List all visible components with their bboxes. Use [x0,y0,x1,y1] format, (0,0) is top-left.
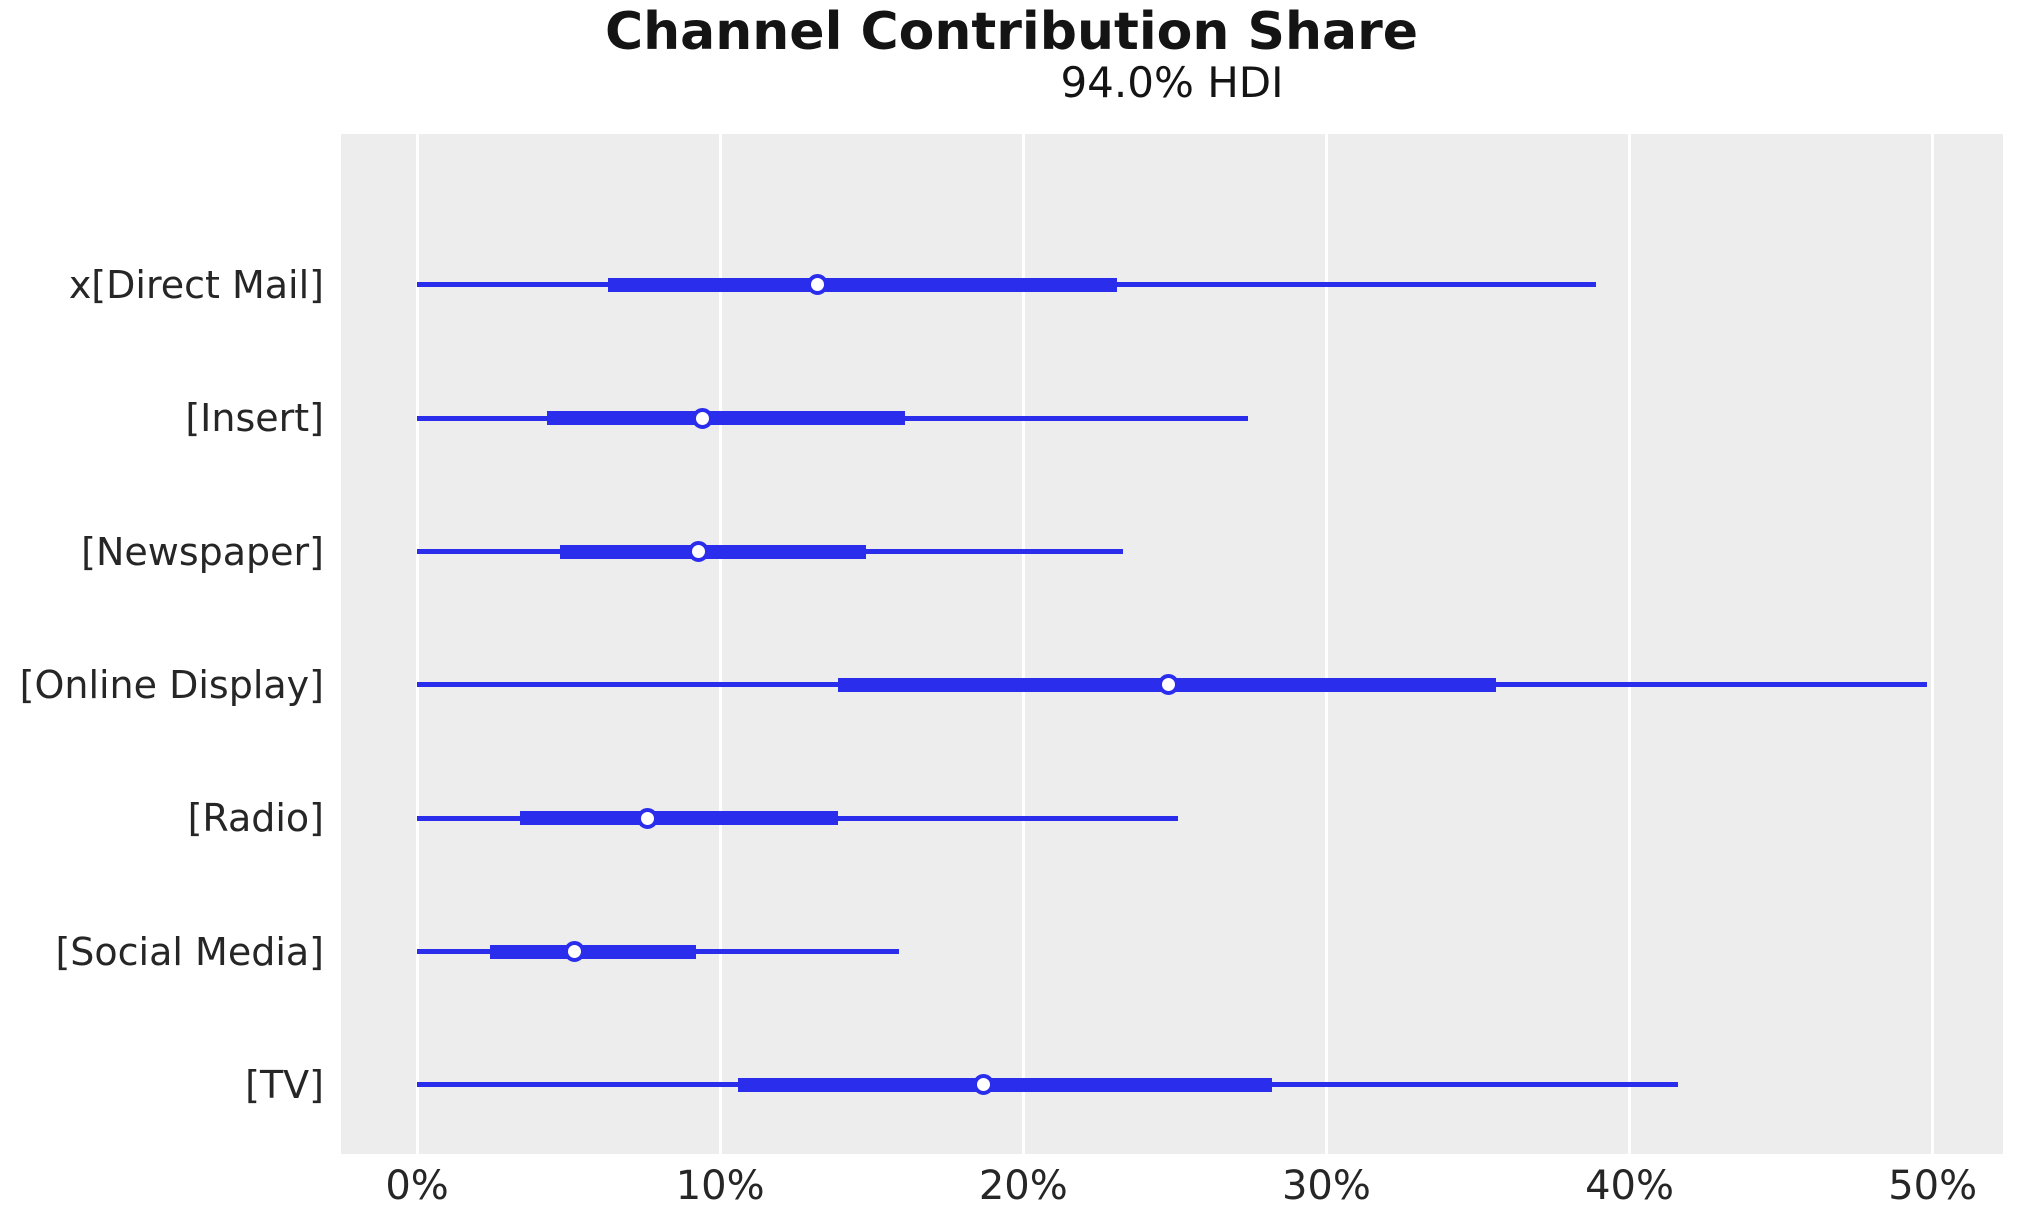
median-point-marker [806,274,828,296]
y-tick-label: [Online Display] [19,662,324,707]
x-gridline [1021,134,1025,1154]
x-gridline [415,134,419,1154]
quartile-band [520,811,839,826]
plot-area [341,134,2003,1154]
quartile-band [547,411,906,426]
y-tick-label: [Radio] [187,796,324,841]
chart-title: Channel Contribution Share [605,2,1418,62]
x-tick-label: 40% [1585,1163,1674,1209]
y-tick-label: [TV] [245,1062,324,1107]
x-tick-label: 30% [1281,1163,1371,1209]
x-gridline [1628,134,1632,1154]
y-tick-label: [Insert] [185,396,324,441]
median-point-marker [636,807,658,829]
quartile-band [738,1077,1272,1092]
chart-subtitle-hdi: 94.0% HDI [1060,58,1284,107]
median-point-marker [973,1074,995,1096]
x-tick-label: 20% [978,1163,1068,1209]
median-point-marker [688,541,710,563]
y-tick-label: [Social Media] [55,929,324,974]
x-tick-label: 50% [1888,1163,1978,1209]
y-tick-label: x[Direct Mail] [68,262,324,307]
x-gridline [718,134,722,1154]
quartile-band [489,944,696,959]
y-tick-label: [Newspaper] [81,529,324,574]
x-gridline [1324,134,1328,1154]
quartile-band [608,277,1118,292]
x-tick-label: 0% [385,1163,449,1209]
quartile-band [559,544,866,559]
x-gridline [1931,134,1935,1154]
x-tick-label: 10% [675,1163,765,1209]
median-point-marker [1158,674,1180,696]
median-point-marker [691,407,713,429]
median-point-marker [564,941,586,963]
